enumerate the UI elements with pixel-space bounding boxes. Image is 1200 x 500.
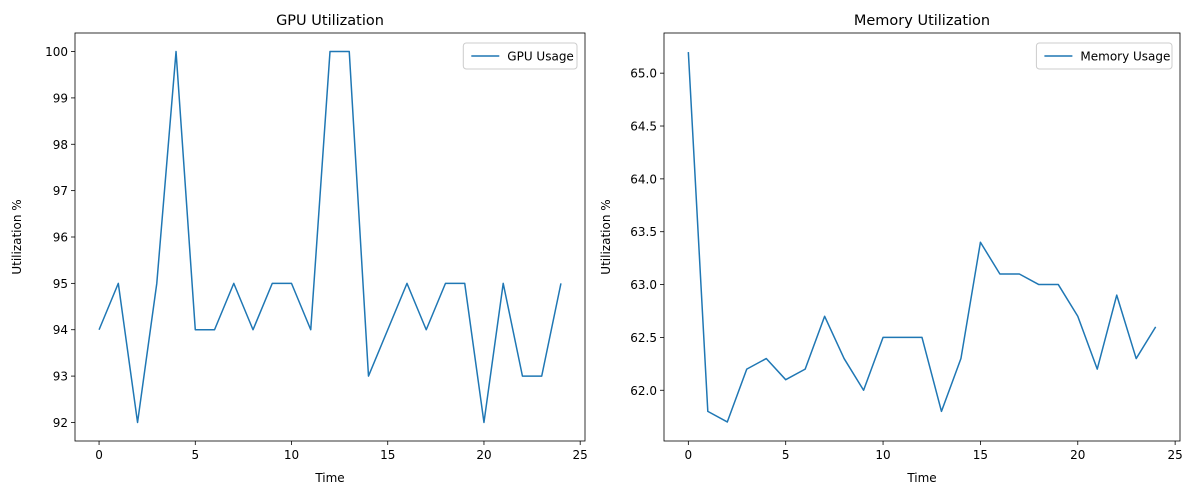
y-axis-label: Utilization % [599,199,613,274]
x-tick-label: 20 [1070,448,1085,462]
legend-label: Memory Usage [1080,50,1170,64]
y-tick-label: 62.0 [630,384,657,398]
gpu-utilization-chart: GPU Utilization 0 5 10 15 20 25 92 93 94 95 96 97 98 9… [10,13,588,485]
x-tick-label: 15 [973,448,988,462]
x-tick-label: 10 [875,448,890,462]
y-tick-label: 94 [53,323,68,337]
memory-utilization-chart: Memory Utilization 0 5 10 15 20 25 62.0 62.5 63.0… [599,13,1183,485]
legend-box [1035,42,1173,70]
y-tick-label: 97 [53,184,68,198]
y-tick-label: 99 [53,91,68,105]
series-line-0 [98,50,562,424]
x-tick-label: 15 [380,448,395,462]
plot-frame [663,32,1181,442]
y-tick-label: 95 [53,277,68,291]
y-tick-label: 62.5 [630,331,657,345]
x-tick-label: 5 [782,448,790,462]
y-tick-label: 63.0 [630,278,657,292]
y-tick-label: 65.0 [630,67,657,81]
legend-box [462,42,578,70]
x-tick-label: 0 [685,448,693,462]
legend: GPU Usage [462,42,578,70]
y-tick-label: 98 [53,138,68,152]
x-tick-label: 10 [284,448,299,462]
x-tick-label: 0 [95,448,103,462]
x-axis-label: Time [314,471,344,485]
y-tick-label: 64.0 [630,172,657,186]
chart-title: Memory Utilization [854,13,990,29]
x-tick-label: 25 [573,448,588,462]
y-tick-label: 100 [45,45,68,59]
x-axis-label: Time [906,471,936,485]
legend-label: GPU Usage [507,50,574,64]
y-axis-label: Utilization % [10,199,24,274]
x-tick-label: 25 [1167,448,1182,462]
y-tick-label: 63.5 [630,225,657,239]
series-line-0 [687,51,1157,423]
legend: Memory Usage [1035,42,1173,70]
x-tick-label: 20 [476,448,491,462]
plot-frame [74,32,586,442]
x-tick-label: 5 [191,448,199,462]
y-tick-label: 92 [53,416,68,430]
y-tick-label: 96 [53,231,68,245]
chart-title: GPU Utilization [276,13,384,29]
y-tick-label: 93 [53,370,68,384]
y-tick-label: 64.5 [630,120,657,134]
